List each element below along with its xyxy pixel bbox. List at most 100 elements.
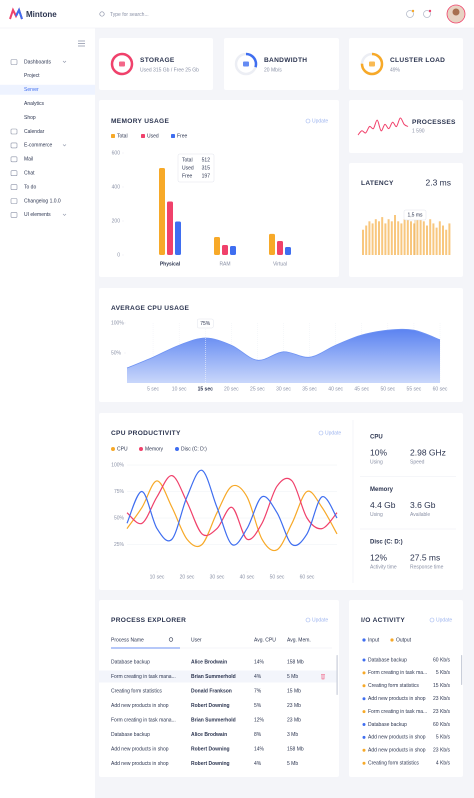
- bar: [368, 221, 371, 255]
- column-header[interactable]: Avg. Mem.: [287, 637, 311, 643]
- x-tick-label: 45 sec: [354, 386, 369, 392]
- menu-toggle[interactable]: [78, 40, 85, 47]
- table-cell[interactable]: 5 Mb: [287, 761, 298, 767]
- table-cell[interactable]: 5%: [254, 703, 262, 709]
- sidebar: [0, 28, 95, 798]
- update-button[interactable]: Update: [436, 617, 452, 623]
- bar: [426, 225, 428, 255]
- line: [126, 469, 338, 547]
- card: [99, 600, 339, 777]
- delete-icon[interactable]: [321, 674, 325, 680]
- io-name: Add new products in shop: [368, 735, 426, 741]
- update-icon[interactable]: [305, 617, 311, 623]
- menu-item[interactable]: E-commerce: [24, 143, 53, 149]
- update-button[interactable]: Update: [325, 430, 341, 436]
- tooltip-value: 512: [202, 157, 211, 163]
- table-cell[interactable]: Add new products in shop: [111, 703, 169, 709]
- card-title: I/O ACTIVITY: [361, 617, 405, 624]
- table-cell[interactable]: Alice Brodwain: [191, 732, 227, 738]
- card: [99, 38, 213, 90]
- update-button[interactable]: Update: [312, 118, 328, 124]
- table-cell[interactable]: Robert Downing: [191, 761, 230, 767]
- menu-item[interactable]: Dashboards: [24, 59, 51, 65]
- table-cell[interactable]: 158 Mb: [287, 746, 304, 752]
- card-subtitle: 1 590: [412, 128, 425, 134]
- menu-item[interactable]: Calendar: [24, 129, 45, 135]
- legend-swatch: [390, 638, 394, 642]
- table-cell[interactable]: 23 Mb: [287, 717, 301, 723]
- tooltip: [177, 153, 215, 183]
- table-cell[interactable]: 15 Mb: [287, 688, 301, 694]
- tooltip-value: 197: [202, 173, 211, 179]
- bar: [365, 225, 368, 255]
- table-cell[interactable]: Add new products in shop: [111, 746, 169, 752]
- menu-item[interactable]: Mail: [24, 157, 33, 163]
- bar: [214, 236, 220, 255]
- tooltip-label: 75%: [200, 321, 211, 327]
- card-title: MEMORY USAGE: [111, 118, 169, 125]
- table-cell[interactable]: 8%: [254, 732, 262, 738]
- table-cell[interactable]: 158 Mb: [287, 659, 304, 665]
- search-input[interactable]: Type for search...: [110, 12, 149, 18]
- header-icon[interactable]: [423, 10, 431, 18]
- active-item: [0, 84, 95, 95]
- table-cell[interactable]: 4%: [254, 674, 262, 680]
- table-cell[interactable]: Database backup: [111, 732, 150, 738]
- tooltip: [197, 318, 214, 329]
- menu-item[interactable]: Changelog 1.0.0: [24, 198, 61, 204]
- row-dot: [362, 735, 366, 739]
- table-cell[interactable]: 3 Mb: [287, 732, 298, 738]
- table-cell[interactable]: Robert Downing: [191, 746, 230, 752]
- table-cell[interactable]: Donald Frankson: [191, 688, 232, 694]
- stat-detail: 20 Mb/s: [264, 67, 282, 73]
- table-cell[interactable]: Creating form statistics: [111, 688, 162, 694]
- stat-title: BANDWIDTH: [264, 57, 307, 64]
- menu-item[interactable]: Project: [24, 73, 40, 79]
- table-cell[interactable]: 23 Mb: [287, 703, 301, 709]
- menu-item[interactable]: Shop: [24, 115, 36, 121]
- header-icon[interactable]: [406, 10, 414, 18]
- update-icon[interactable]: [305, 118, 311, 124]
- stat-detail: Used 315 Gb / Free 25 Gb: [140, 67, 199, 73]
- card-title: LATENCY: [361, 180, 394, 187]
- table-cell[interactable]: 5 Mb: [287, 674, 298, 680]
- update-icon[interactable]: [429, 617, 435, 623]
- menu-item[interactable]: To do: [24, 184, 36, 190]
- io-name: Database backup: [368, 657, 407, 663]
- bar: [435, 227, 438, 255]
- legend-label: CPU: [117, 447, 128, 453]
- update-icon[interactable]: [318, 430, 324, 436]
- table-cell[interactable]: 4%: [254, 761, 262, 767]
- table-cell[interactable]: Database backup: [111, 659, 150, 665]
- bar: [381, 217, 384, 255]
- card-title: PROCESS EXPLORER: [111, 617, 186, 624]
- bar: [362, 229, 364, 255]
- table-cell[interactable]: 14%: [254, 746, 265, 752]
- table-cell[interactable]: 7%: [254, 688, 262, 694]
- column-header[interactable]: User: [191, 637, 202, 643]
- table-cell[interactable]: Brian Summerhold: [191, 717, 236, 723]
- table-cell[interactable]: Robert Downing: [191, 703, 230, 709]
- table-cell[interactable]: Form creating in task mana...: [111, 717, 176, 723]
- menu-item[interactable]: Chat: [24, 171, 35, 177]
- avatar-face: [452, 8, 460, 16]
- card: [349, 38, 463, 90]
- y-tick-label: 50%: [111, 350, 122, 356]
- menu-item[interactable]: Server: [24, 87, 39, 93]
- update-button[interactable]: Update: [312, 617, 328, 623]
- badge: [411, 9, 415, 13]
- table-cell[interactable]: Add new products in shop: [111, 761, 169, 767]
- column-header[interactable]: Avg. CPU: [254, 637, 276, 643]
- menu-item[interactable]: UI elements: [24, 212, 51, 218]
- bar: [400, 223, 403, 255]
- column-header[interactable]: Process Name: [111, 637, 144, 643]
- table-cell[interactable]: Form creating in task mana...: [111, 674, 176, 680]
- io-rate: 60 Kb/s: [433, 657, 450, 663]
- table-cell[interactable]: 14%: [254, 659, 265, 665]
- stat-value: 10%: [370, 447, 387, 457]
- table-cell[interactable]: Alice Brodwain: [191, 659, 227, 665]
- badge: [428, 9, 432, 13]
- table-cell[interactable]: 12%: [254, 717, 265, 723]
- table-cell[interactable]: Brian Summerhold: [191, 674, 236, 680]
- menu-item[interactable]: Analytics: [24, 101, 45, 107]
